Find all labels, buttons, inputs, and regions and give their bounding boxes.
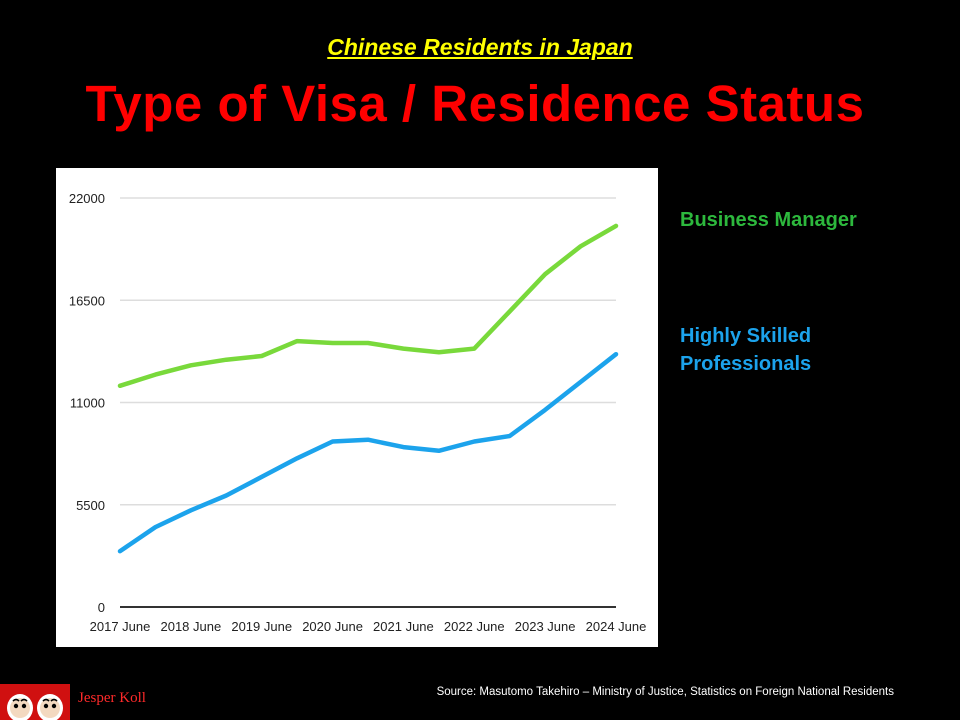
series-line-business-manager (117, 223, 619, 389)
y-tick-label: 0 (98, 600, 105, 615)
series-line-highly-skilled (117, 351, 619, 554)
x-tick-label: 2018 June (160, 619, 221, 634)
line-chart: 0 5500 11000 16500 22000 2017 June 2018 June 20… (56, 168, 658, 647)
x-tick-label: 2021 June (373, 619, 434, 634)
author-name: Jesper Koll (78, 690, 146, 706)
y-tick-label: 16500 (69, 293, 105, 308)
x-tick-label: 2020 June (302, 619, 363, 634)
x-tick-label: 2023 June (515, 619, 576, 634)
y-tick-label: 11000 (70, 396, 105, 411)
x-tick-label: 2017 June (90, 619, 151, 634)
legend-highly-skilled: Highly Skilled Professionals (680, 325, 812, 375)
source-citation: Source: Masutomo Takehiro – Ministry of … (436, 686, 894, 698)
daruma-logo-icon (0, 684, 70, 720)
subtitle: Chinese Residents in Japan (327, 34, 633, 60)
y-tick-label: 22000 (69, 191, 105, 206)
x-tick-label: 2019 June (231, 619, 292, 634)
page-title: Type of Visa / Residence Status (85, 75, 865, 132)
chart-svg: 0 5500 11000 16500 22000 2017 June 2018 June 20… (69, 191, 647, 634)
legend-business-manager: Business Manager (680, 209, 857, 231)
y-tick-label: 5500 (76, 498, 105, 513)
x-tick-label: 2022 June (444, 619, 505, 634)
x-tick-label: 2024 June (586, 619, 647, 634)
